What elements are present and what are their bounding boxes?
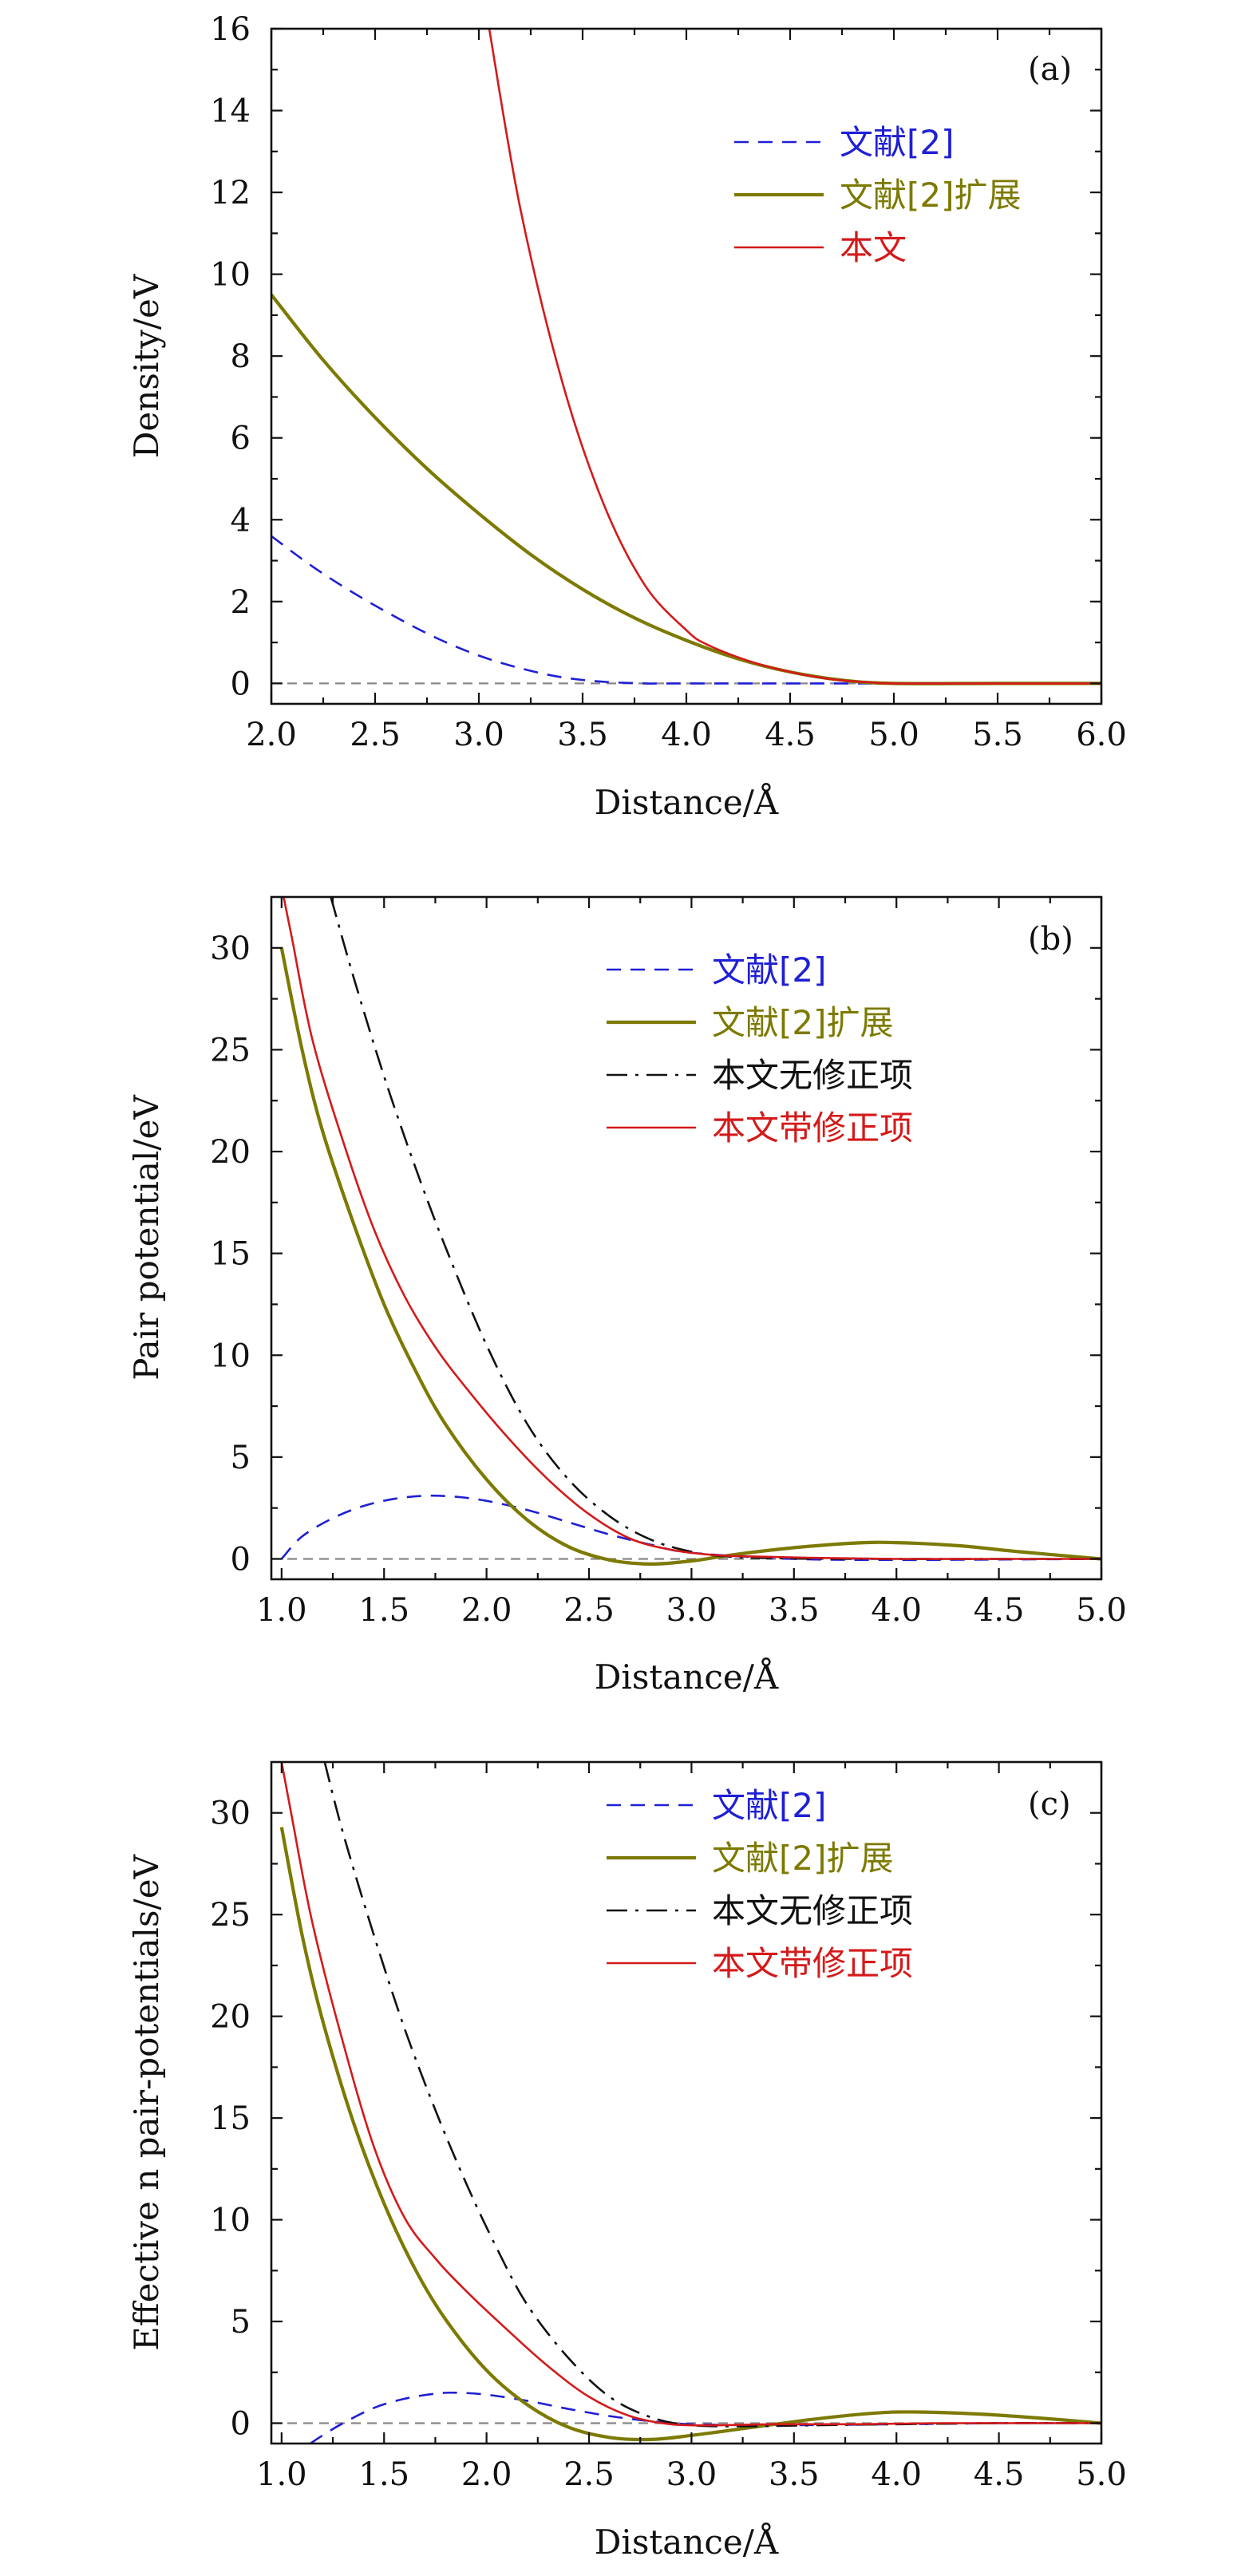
y-tick-label: 4 xyxy=(231,502,251,539)
y-tick-label: 0 xyxy=(231,2406,251,2443)
x-tick-label: 1.0 xyxy=(256,1592,307,1629)
y-tick-label: 2 xyxy=(231,584,251,621)
legend-label-1: 文献[2] xyxy=(712,1786,827,1825)
panel-a-tag: (a) xyxy=(1028,51,1072,88)
panel-a: 2.0 2.5 3.0 3.5 4.0 4.5 5.0 5.5 6.0 0 2 4 6 8 10 12 14 16… xyxy=(127,11,1127,822)
y-tick-label: 8 xyxy=(231,338,251,375)
panel-c: 1.0 1.5 2.0 2.5 3.0 3.5 4.0 4.5 5.0051015202530 … xyxy=(127,1760,1127,2562)
panel-a-xlabel: Distance/Å xyxy=(595,782,779,822)
series-line-3 xyxy=(488,29,1101,685)
panel-b: 1.0 1.5 2.0 2.5 3.0 3.5 4.0 4.5 5.0051015202530 … xyxy=(127,895,1127,1697)
series-line-2 xyxy=(271,293,1101,685)
panel-c-plot-frame xyxy=(270,1760,1103,2445)
y-tick-label: 16 xyxy=(210,11,251,48)
y-tick-label: 10 xyxy=(210,2203,251,2239)
x-tick-label: 2.5 xyxy=(563,2456,615,2493)
panel-b-tag: (b) xyxy=(1028,921,1073,958)
x-tick-label: 4.5 xyxy=(974,1592,1025,1629)
panel-a-axis-ticks: 2.0 2.5 3.0 3.5 4.0 4.5 5.0 5.5 6.0 0 2 4 6 8 10 12 14 16 xyxy=(210,11,1127,753)
y-tick-label: 5 xyxy=(231,2304,251,2341)
panel-a-series-layer xyxy=(271,29,1101,685)
y-tick-label: 5 xyxy=(231,1440,251,1476)
y-tick-label: 25 xyxy=(210,1897,251,1934)
series-line-1 xyxy=(271,535,1101,685)
panel-c-xlabel: Distance/Å xyxy=(595,2522,779,2562)
x-tick-label: 3.5 xyxy=(769,2456,820,2493)
series-line-3 xyxy=(330,897,1101,1560)
panel-c-series-layer xyxy=(279,1762,1101,2444)
x-tick-label: 5.0 xyxy=(868,717,919,753)
panel-a-plot-frame xyxy=(270,27,1103,705)
legend-label-1: 文献[2] xyxy=(840,123,955,162)
series-line-1 xyxy=(310,2391,1101,2444)
x-tick-label: 4.0 xyxy=(661,717,712,753)
y-tick-label: 30 xyxy=(210,1796,251,1832)
series-line-4 xyxy=(283,897,1101,1560)
panel-b-plot-frame xyxy=(270,895,1103,1581)
panel-c-axis-ticks: 1.0 1.5 2.0 2.5 3.0 3.5 4.0 4.5 5.0 0 5 10 15 20 25 30 xyxy=(210,1762,1127,2493)
x-tick-label: 2.0 xyxy=(461,1592,512,1629)
legend-label-3: 本文无修正项 xyxy=(712,1891,913,1930)
panel-b-axis-ticks: 1.0 1.5 2.0 2.5 3.0 3.5 4.0 4.5 5.0 0 5 10 15 20 25 30 xyxy=(210,897,1127,1629)
x-tick-label: 5.0 xyxy=(1076,1592,1127,1629)
legend-label-2: 文献[2]扩展 xyxy=(712,1003,894,1042)
legend-label-1: 文献[2] xyxy=(712,950,827,990)
panel-b-ylabel: Pair potential/eV xyxy=(127,1095,166,1381)
legend-label-3: 本文无修正项 xyxy=(712,1056,913,1095)
x-tick-label: 1.5 xyxy=(358,1592,409,1629)
y-tick-label: 6 xyxy=(231,421,251,457)
y-tick-label: 20 xyxy=(210,1999,251,2036)
y-tick-label: 0 xyxy=(231,1541,251,1578)
series-line-1 xyxy=(280,1494,1101,1562)
x-tick-label: 5.0 xyxy=(1076,2456,1127,2493)
x-tick-label: 2.0 xyxy=(461,2456,512,2493)
x-tick-label: 3.5 xyxy=(769,1592,820,1629)
legend-label-2: 文献[2]扩展 xyxy=(840,176,1022,215)
x-tick-label: 2.0 xyxy=(246,717,297,753)
legend-label-2: 文献[2]扩展 xyxy=(712,1839,894,1878)
x-tick-label: 3.0 xyxy=(453,717,504,753)
y-tick-label: 15 xyxy=(210,1236,251,1273)
series-line-4 xyxy=(280,1762,1101,2427)
y-tick-label: 14 xyxy=(210,93,251,130)
panel-c-ylabel: Effective n pair-potentials/eV xyxy=(127,1854,166,2350)
y-tick-label: 0 xyxy=(231,666,251,702)
x-tick-label: 5.5 xyxy=(972,717,1023,753)
panel-c-tag: (c) xyxy=(1028,1786,1071,1823)
panel-a-ylabel: Density/eV xyxy=(127,274,166,458)
legend-label-3: 本文 xyxy=(840,228,907,267)
x-tick-label: 3.0 xyxy=(666,1592,717,1629)
x-tick-label: 1.5 xyxy=(358,2456,409,2493)
series-line-2 xyxy=(279,947,1101,1567)
x-tick-label: 6.0 xyxy=(1076,717,1127,753)
x-tick-label: 2.5 xyxy=(563,1592,615,1629)
y-tick-label: 10 xyxy=(210,257,251,294)
y-tick-label: 20 xyxy=(210,1134,251,1171)
x-tick-label: 4.5 xyxy=(974,2456,1025,2493)
x-tick-label: 4.0 xyxy=(871,2456,922,2493)
legend-label-4: 本文带修正项 xyxy=(712,1944,913,1983)
series-line-2 xyxy=(279,1827,1101,2442)
y-tick-label: 30 xyxy=(210,930,251,967)
y-tick-label: 15 xyxy=(210,2100,251,2137)
panel-b-xlabel: Distance/Å xyxy=(595,1657,779,1697)
y-tick-label: 10 xyxy=(210,1337,251,1374)
y-tick-label: 12 xyxy=(210,175,251,211)
x-tick-label: 4.5 xyxy=(765,717,816,753)
x-tick-label: 1.0 xyxy=(256,2456,307,2493)
x-tick-label: 3.5 xyxy=(557,717,608,753)
y-tick-label: 25 xyxy=(210,1032,251,1069)
x-tick-label: 3.0 xyxy=(666,2456,717,2493)
x-tick-label: 2.5 xyxy=(350,717,401,753)
x-tick-label: 4.0 xyxy=(871,1592,922,1629)
panel-b-series-layer xyxy=(279,897,1101,1567)
legend-label-4: 本文带修正项 xyxy=(712,1108,913,1148)
